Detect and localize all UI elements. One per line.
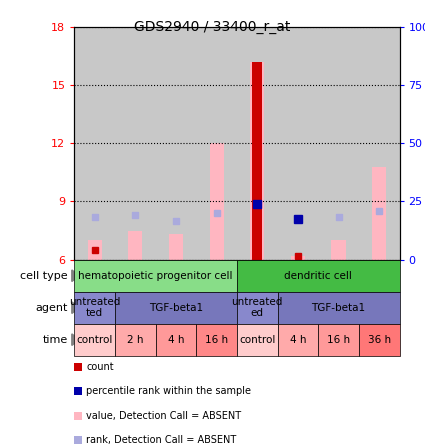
Bar bbox=[278, 27, 318, 260]
Bar bbox=[169, 234, 183, 260]
Text: value, Detection Call = ABSENT: value, Detection Call = ABSENT bbox=[86, 411, 241, 420]
Polygon shape bbox=[72, 334, 79, 345]
Bar bbox=[210, 143, 224, 260]
Bar bbox=[359, 27, 400, 260]
Bar bbox=[372, 166, 386, 260]
Text: 4 h: 4 h bbox=[290, 335, 306, 345]
Polygon shape bbox=[72, 302, 79, 313]
Text: rank, Detection Call = ABSENT: rank, Detection Call = ABSENT bbox=[86, 435, 237, 444]
Text: 36 h: 36 h bbox=[368, 335, 391, 345]
Text: cell type: cell type bbox=[20, 271, 68, 281]
Text: TGF-beta1: TGF-beta1 bbox=[149, 303, 203, 313]
Text: time: time bbox=[43, 335, 68, 345]
Text: control: control bbox=[76, 335, 113, 345]
Bar bbox=[291, 256, 305, 260]
Text: TGF-beta1: TGF-beta1 bbox=[312, 303, 366, 313]
Text: untreated
ed: untreated ed bbox=[232, 297, 283, 318]
Text: 2 h: 2 h bbox=[127, 335, 144, 345]
Bar bbox=[88, 240, 102, 260]
Bar bbox=[250, 62, 264, 260]
Text: GDS2940 / 33400_r_at: GDS2940 / 33400_r_at bbox=[134, 20, 291, 34]
Bar bbox=[332, 240, 346, 260]
Bar bbox=[318, 27, 359, 260]
Bar bbox=[115, 27, 156, 260]
Text: count: count bbox=[86, 362, 114, 372]
Bar bbox=[156, 27, 196, 260]
Text: 16 h: 16 h bbox=[205, 335, 228, 345]
Text: control: control bbox=[239, 335, 275, 345]
Bar bbox=[128, 230, 142, 260]
Text: percentile rank within the sample: percentile rank within the sample bbox=[86, 386, 251, 396]
Text: 16 h: 16 h bbox=[327, 335, 350, 345]
Bar bbox=[196, 27, 237, 260]
Text: agent: agent bbox=[36, 303, 68, 313]
Bar bbox=[74, 27, 115, 260]
Text: untreated
ted: untreated ted bbox=[69, 297, 120, 318]
Bar bbox=[237, 27, 278, 260]
Bar bbox=[252, 62, 262, 260]
Text: 4 h: 4 h bbox=[168, 335, 184, 345]
Text: hematopoietic progenitor cell: hematopoietic progenitor cell bbox=[78, 271, 233, 281]
Polygon shape bbox=[72, 270, 79, 281]
Text: dendritic cell: dendritic cell bbox=[284, 271, 352, 281]
